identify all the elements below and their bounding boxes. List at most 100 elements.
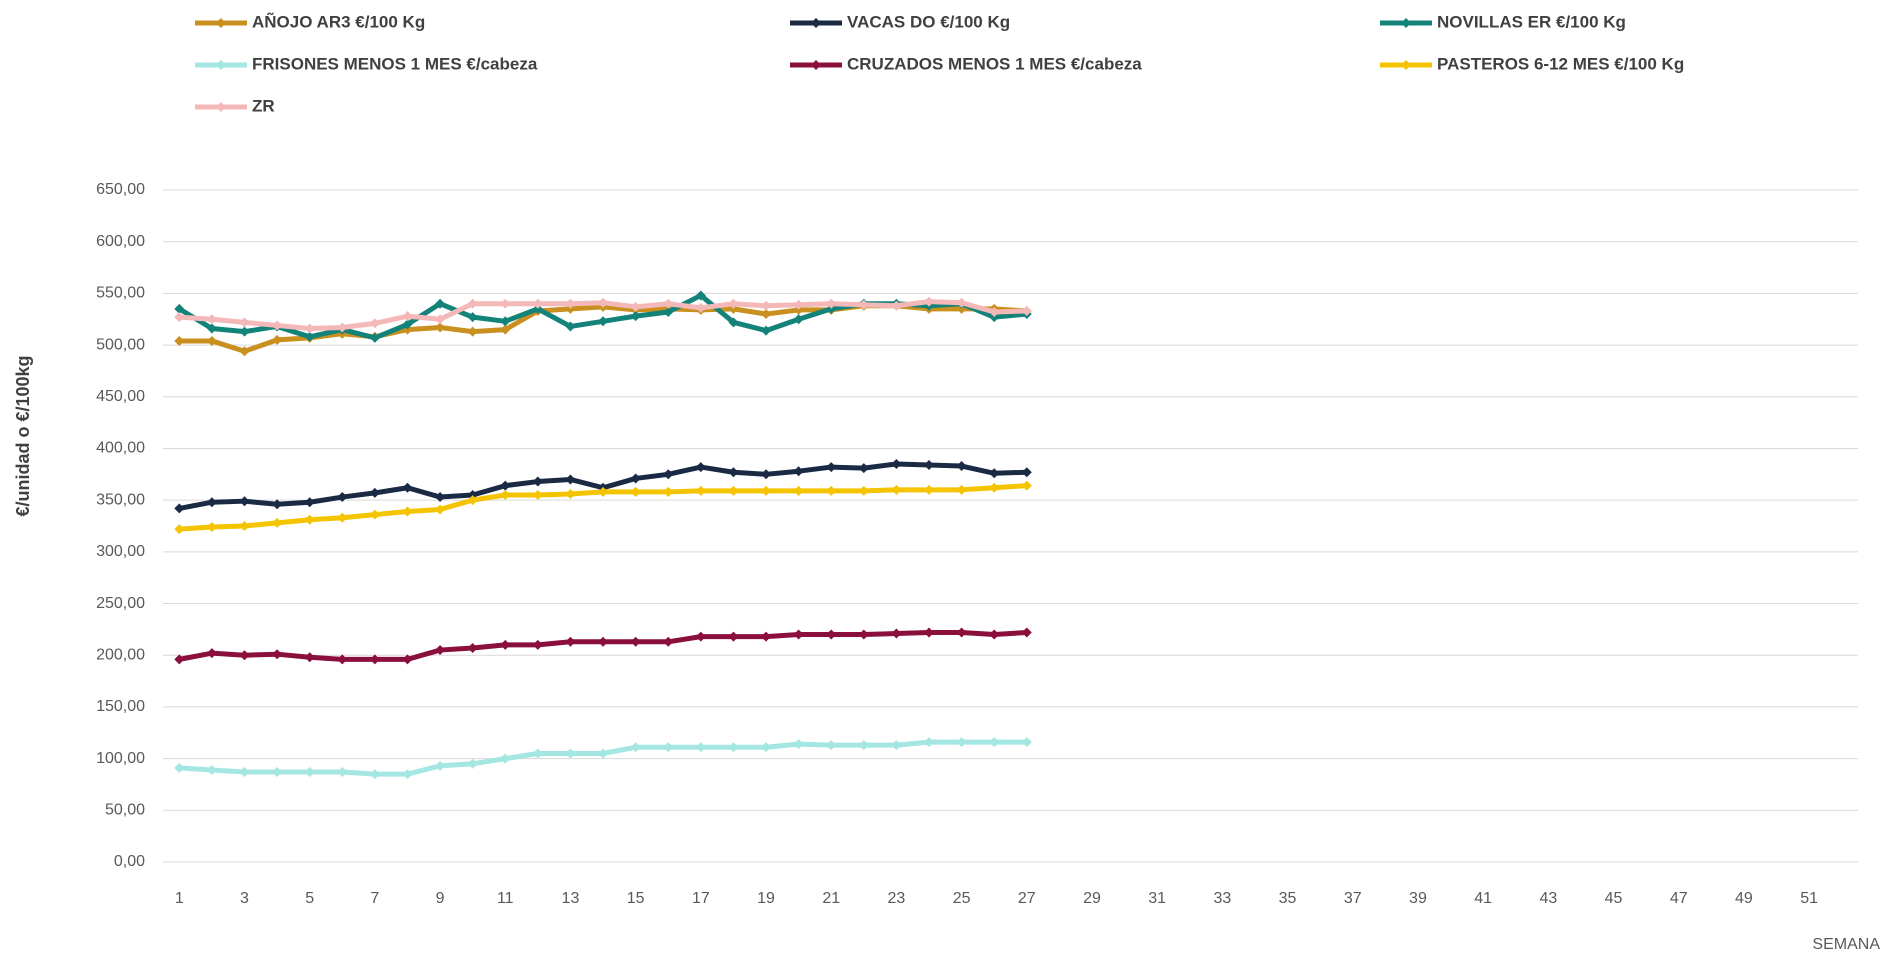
y-tick-label: 50,00 bbox=[105, 802, 145, 819]
x-tick-label: 43 bbox=[1539, 890, 1557, 907]
point-marker bbox=[402, 319, 413, 330]
point-marker bbox=[924, 296, 935, 307]
point-marker bbox=[858, 629, 869, 640]
point-marker bbox=[174, 335, 185, 346]
point-marker bbox=[402, 506, 413, 517]
point-marker bbox=[369, 318, 380, 329]
point-marker bbox=[239, 496, 250, 507]
point-marker bbox=[1021, 627, 1032, 638]
point-marker bbox=[565, 298, 576, 309]
x-tick-label: 1 bbox=[175, 890, 184, 907]
point-marker bbox=[174, 654, 185, 665]
point-marker bbox=[272, 499, 283, 510]
point-marker bbox=[532, 748, 543, 759]
point-marker bbox=[761, 631, 772, 642]
legend-label: CRUZADOS MENOS 1 MES €/cabeza bbox=[847, 54, 1142, 73]
point-marker bbox=[858, 740, 869, 751]
y-tick-label: 500,00 bbox=[96, 336, 145, 353]
point-marker bbox=[1021, 305, 1032, 316]
legend-label: AÑOJO AR3 €/100 Kg bbox=[252, 11, 425, 31]
point-marker bbox=[239, 317, 250, 328]
legend-marker bbox=[1401, 18, 1411, 28]
point-marker bbox=[500, 753, 511, 764]
y-tick-label: 250,00 bbox=[96, 595, 145, 612]
legend-label: VACAS DO €/100 Kg bbox=[847, 12, 1010, 31]
point-marker bbox=[598, 636, 609, 647]
x-tick-label: 11 bbox=[497, 890, 514, 907]
point-marker bbox=[793, 314, 804, 325]
point-marker bbox=[206, 323, 217, 334]
point-marker bbox=[728, 298, 739, 309]
point-marker bbox=[174, 524, 185, 535]
point-marker bbox=[858, 485, 869, 496]
point-marker bbox=[793, 739, 804, 750]
point-marker bbox=[858, 299, 869, 310]
point-marker bbox=[337, 767, 348, 778]
point-marker bbox=[663, 306, 674, 317]
point-marker bbox=[272, 649, 283, 660]
point-marker bbox=[663, 469, 674, 480]
point-marker bbox=[402, 311, 413, 322]
point-marker bbox=[500, 298, 511, 309]
point-marker bbox=[369, 487, 380, 498]
point-marker bbox=[435, 645, 446, 656]
point-marker bbox=[695, 290, 706, 301]
point-marker bbox=[695, 462, 706, 473]
point-marker bbox=[206, 497, 217, 508]
point-marker bbox=[989, 482, 1000, 493]
point-marker bbox=[924, 484, 935, 495]
point-marker bbox=[695, 742, 706, 753]
point-marker bbox=[206, 314, 217, 325]
x-tick-label: 29 bbox=[1083, 890, 1101, 907]
point-marker bbox=[663, 742, 674, 753]
point-marker bbox=[761, 485, 772, 496]
point-marker bbox=[793, 299, 804, 310]
point-marker bbox=[728, 467, 739, 478]
point-marker bbox=[858, 463, 869, 474]
point-marker bbox=[695, 302, 706, 313]
point-marker bbox=[532, 639, 543, 650]
point-marker bbox=[369, 332, 380, 343]
point-marker bbox=[304, 323, 315, 334]
y-tick-label: 600,00 bbox=[96, 233, 145, 250]
point-marker bbox=[369, 654, 380, 665]
point-marker bbox=[402, 482, 413, 493]
point-marker bbox=[826, 629, 837, 640]
point-marker bbox=[728, 317, 739, 328]
point-marker bbox=[826, 298, 837, 309]
y-tick-label: 100,00 bbox=[96, 750, 145, 767]
point-marker bbox=[402, 769, 413, 780]
point-marker bbox=[630, 301, 641, 312]
point-marker bbox=[532, 476, 543, 487]
point-marker bbox=[1021, 480, 1032, 491]
x-tick-label: 49 bbox=[1735, 890, 1753, 907]
legend-marker bbox=[216, 102, 226, 112]
point-marker bbox=[663, 636, 674, 647]
point-marker bbox=[728, 742, 739, 753]
point-marker bbox=[206, 764, 217, 775]
point-marker bbox=[435, 314, 446, 325]
point-marker bbox=[891, 740, 902, 751]
x-tick-label: 27 bbox=[1018, 890, 1036, 907]
point-marker bbox=[337, 322, 348, 333]
point-marker bbox=[304, 652, 315, 663]
point-marker bbox=[500, 480, 511, 491]
point-marker bbox=[598, 316, 609, 327]
y-tick-label: 0,00 bbox=[114, 853, 145, 870]
point-marker bbox=[956, 484, 967, 495]
point-marker bbox=[467, 326, 478, 337]
point-marker bbox=[337, 512, 348, 523]
point-marker bbox=[630, 473, 641, 484]
point-marker bbox=[989, 629, 1000, 640]
point-marker bbox=[924, 737, 935, 748]
point-marker bbox=[435, 504, 446, 515]
point-marker bbox=[924, 460, 935, 471]
point-marker bbox=[728, 485, 739, 496]
point-marker bbox=[500, 489, 511, 500]
legend-label: FRISONES MENOS 1 MES €/cabeza bbox=[252, 54, 538, 73]
point-marker bbox=[989, 468, 1000, 479]
x-axis-title: SEMANA bbox=[1812, 936, 1880, 953]
point-marker bbox=[826, 485, 837, 496]
point-marker bbox=[239, 346, 250, 357]
